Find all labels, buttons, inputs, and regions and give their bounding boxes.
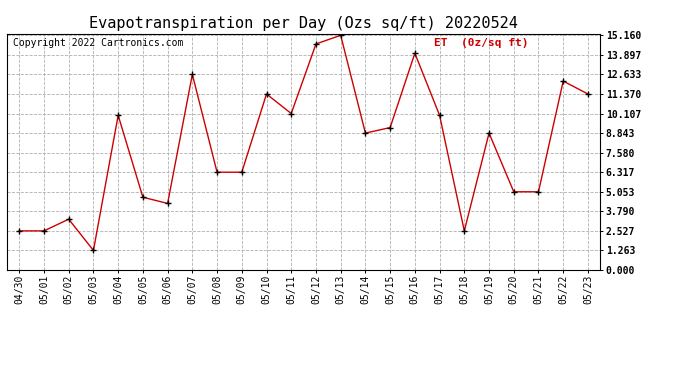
Text: Copyright 2022 Cartronics.com: Copyright 2022 Cartronics.com bbox=[13, 39, 184, 48]
Title: Evapotranspiration per Day (Ozs sq/ft) 20220524: Evapotranspiration per Day (Ozs sq/ft) 2… bbox=[89, 16, 518, 31]
Text: ET  (0z/sq ft): ET (0z/sq ft) bbox=[434, 39, 529, 48]
